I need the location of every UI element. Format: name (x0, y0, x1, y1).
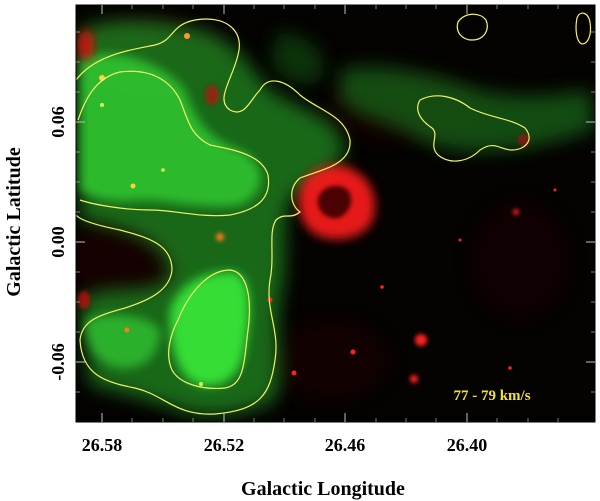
x-tick-label: 26.40 (447, 435, 488, 455)
contour-far-northeast (575, 12, 592, 45)
star (380, 285, 384, 289)
contour-inner-south (168, 269, 251, 390)
x-axis-title: Galactic Longitude (241, 478, 405, 500)
star (350, 349, 356, 355)
contour-northeast (456, 13, 488, 41)
star (184, 33, 190, 39)
contour-inner-north (77, 70, 270, 217)
tick-marks (76, 5, 595, 422)
star (508, 366, 512, 370)
x-tick-label: 26.46 (325, 435, 366, 455)
green-emission (80, 20, 595, 416)
contour-outer (76, 18, 351, 415)
contours (76, 12, 592, 415)
axes-frame (75, 4, 596, 423)
y-axis-title: Galactic Latitude (3, 147, 25, 297)
star (458, 238, 462, 242)
y-tick-label: 0.00 (48, 226, 68, 258)
minor-tick-marks (76, 5, 595, 422)
star (553, 188, 557, 192)
star (130, 183, 136, 189)
y-tick-label: -0.06 (48, 343, 68, 381)
star (291, 370, 297, 376)
star (161, 168, 165, 172)
contour-east (417, 95, 530, 162)
red-bubble (78, 30, 530, 309)
star (124, 327, 130, 333)
star (410, 375, 418, 383)
star (415, 334, 427, 346)
x-tick-label: 26.58 (82, 435, 123, 455)
velocity-label: 77 - 79 km/s (453, 388, 530, 404)
image-panel: 77 - 79 km/s (76, 5, 595, 422)
y-tick-label: 0.06 (48, 106, 68, 138)
star (216, 233, 224, 241)
y-tick-labels: 0.06 0.00 -0.06 (48, 106, 68, 381)
star (513, 209, 519, 215)
x-tick-label: 26.52 (204, 435, 245, 455)
star (199, 382, 203, 386)
x-tick-labels: 26.58 26.52 26.46 26.40 (82, 435, 488, 455)
star (100, 103, 104, 107)
